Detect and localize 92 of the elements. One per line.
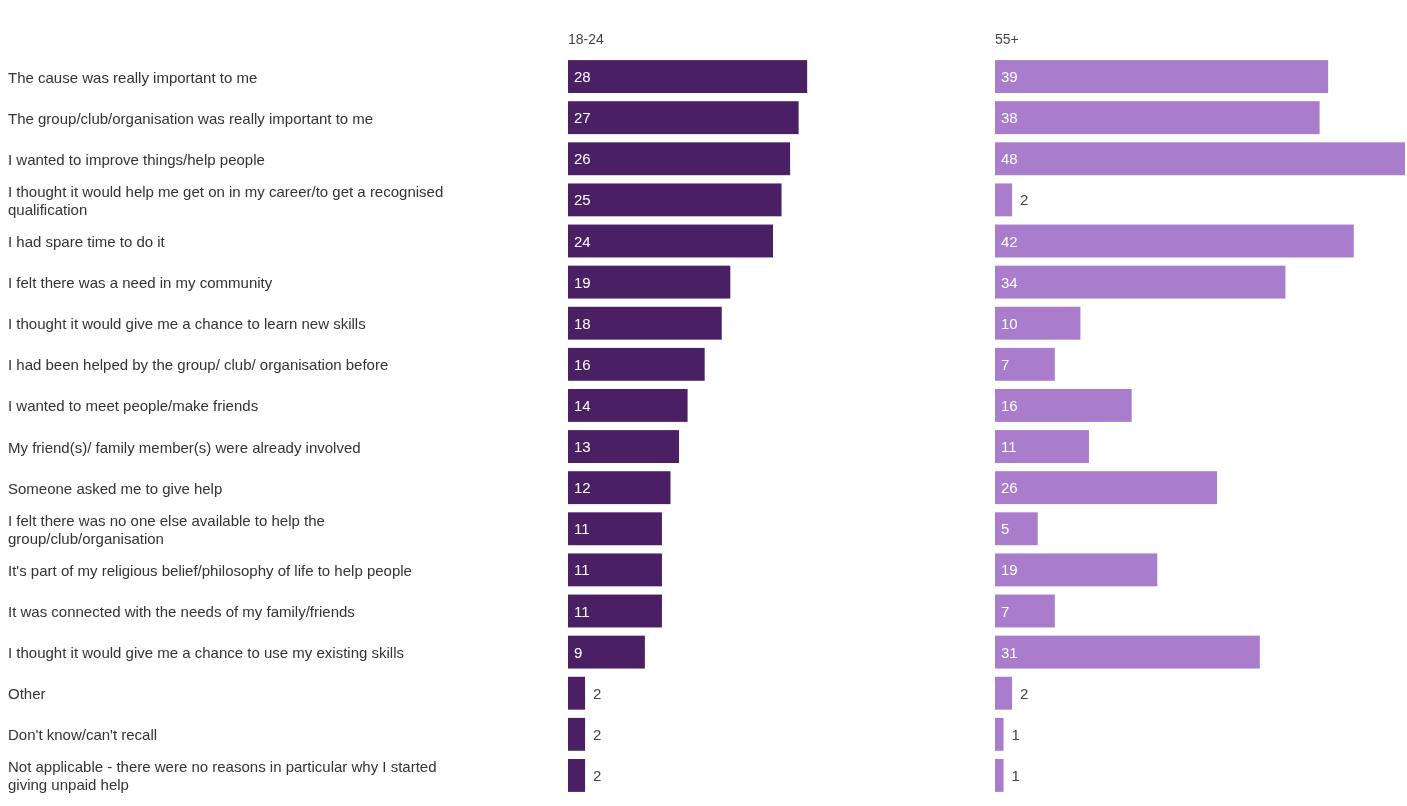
y-tick-label: The cause was really important to me: [8, 68, 258, 86]
bar: [568, 635, 645, 669]
data-label: 26: [1001, 479, 1018, 497]
y-tick-label: Don't know/can't recall: [8, 725, 158, 743]
data-label: 2: [593, 684, 602, 702]
chart-title: 55+: [995, 31, 1019, 47]
y-tick-label: Not applicable - there were no reasons in particular why I started giving unpaid help: [8, 757, 437, 793]
bar: [568, 553, 662, 587]
bar: [995, 430, 1089, 463]
data-label: 24: [574, 232, 591, 250]
y-tick-label: It's part of my religious belief/philosophy of life to help people: [8, 561, 412, 579]
bar: [995, 389, 1132, 422]
bar: [995, 759, 1004, 792]
data-label: 7: [1001, 602, 1010, 620]
data-label: 11: [574, 602, 590, 620]
y-tick-label: I wanted to meet people/make friends: [8, 396, 259, 414]
bar: [568, 759, 586, 792]
data-label: 38: [1001, 109, 1018, 127]
y-tick-label: It was connected with the needs of my family/friends: [8, 602, 355, 620]
bar: [995, 512, 1038, 546]
data-label: 11: [574, 561, 590, 579]
data-label: 31: [1001, 643, 1018, 661]
data-label: 11: [1001, 438, 1017, 456]
bar: [995, 265, 1286, 299]
data-label: 26: [574, 150, 591, 168]
data-label: 39: [1001, 68, 1018, 86]
data-label: 42: [1001, 232, 1018, 250]
data-label: 25: [574, 191, 591, 209]
bar: [995, 553, 1158, 587]
bar: [568, 389, 688, 422]
bar: [568, 594, 662, 628]
bar: [995, 306, 1081, 340]
bar: [568, 430, 680, 463]
bar: [995, 594, 1055, 628]
chart-title: 18-24: [568, 31, 605, 47]
bar: [995, 183, 1013, 217]
bar: [995, 347, 1055, 381]
bar: [995, 60, 1329, 93]
bar: [568, 512, 662, 546]
y-tick-label: I thought it would help me get on in my career/to get a recognised qualification: [8, 182, 444, 218]
data-label: 28: [574, 68, 591, 86]
bar: [995, 101, 1320, 135]
bar: [568, 60, 808, 93]
data-label: 18: [574, 314, 591, 332]
data-label: 10: [1001, 314, 1018, 332]
y-tick-label: I thought it would give me a chance to learn new skills: [8, 314, 366, 332]
data-label: 16: [1001, 396, 1018, 414]
bar: [568, 347, 705, 381]
y-tick-label: Other: [8, 684, 46, 702]
data-label: 19: [574, 273, 591, 291]
data-label: 1: [1011, 725, 1020, 743]
y-tick-label: I wanted to improve things/help people: [8, 150, 265, 168]
y-tick-label: I had spare time to do it: [8, 232, 166, 250]
y-tick-label: I thought it would give me a chance to use my existing skills: [8, 643, 405, 661]
bar: [995, 635, 1260, 669]
bar: [568, 183, 782, 217]
bar: [568, 471, 671, 505]
data-label: 2: [593, 725, 602, 743]
y-tick-label: The group/club/organisation was really important to me: [8, 109, 374, 127]
data-label: 2: [1020, 191, 1029, 209]
data-label: 12: [574, 479, 591, 497]
bar: [995, 471, 1218, 505]
data-label: 16: [574, 355, 591, 373]
bar: [568, 224, 773, 258]
data-label: 27: [574, 109, 591, 127]
y-tick-label: I felt there was a need in my community: [8, 273, 273, 291]
bar: [995, 676, 1013, 710]
bar: [568, 142, 791, 176]
bar: [568, 717, 586, 751]
data-label: 34: [1001, 273, 1018, 291]
data-label: 19: [1001, 561, 1018, 579]
data-label: 2: [593, 766, 602, 784]
data-label: 48: [1001, 150, 1018, 168]
data-label: 5: [1001, 520, 1010, 538]
y-tick-label: I felt there was no one else available to help the group/club/organisation: [8, 511, 325, 547]
data-label: 13: [574, 438, 591, 456]
data-label: 7: [1001, 355, 1010, 373]
bar: [568, 306, 722, 340]
y-tick-label: I had been helped by the group/ club/ organisation before: [8, 355, 389, 373]
bar: [568, 676, 586, 710]
y-tick-label: My friend(s)/ family member(s) were already involved: [8, 438, 361, 456]
bar: [568, 265, 731, 299]
data-label: 2: [1020, 684, 1029, 702]
data-label: 9: [574, 643, 583, 661]
data-label: 11: [574, 520, 590, 538]
bar: [995, 142, 1405, 176]
data-label: 1: [1011, 766, 1020, 784]
bar: [568, 101, 799, 135]
bar: [995, 717, 1004, 751]
bar: [995, 224, 1354, 258]
y-tick-label: Someone asked me to give help: [8, 479, 223, 497]
data-label: 14: [574, 396, 591, 414]
